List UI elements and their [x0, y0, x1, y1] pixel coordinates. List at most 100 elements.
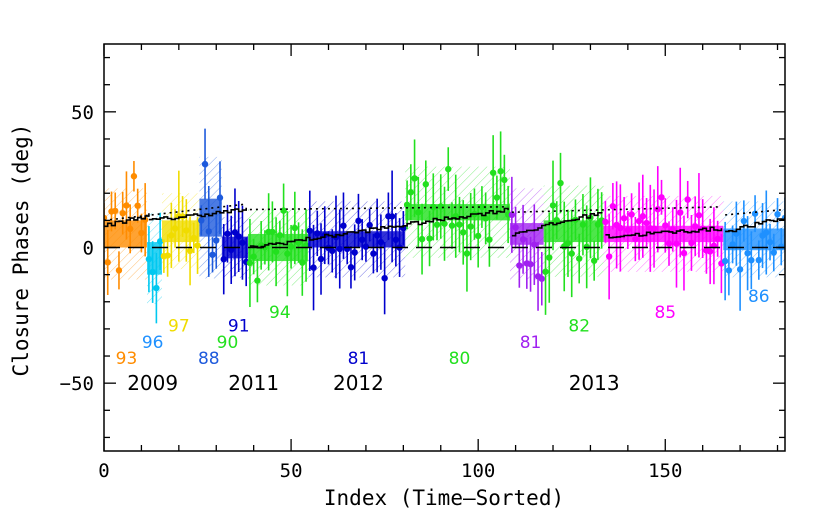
data-point [519, 236, 527, 243]
data-point [186, 247, 194, 255]
data-point [579, 221, 587, 228]
data-point [463, 250, 471, 257]
data-point [770, 249, 777, 256]
data-point [456, 221, 463, 228]
data-point [291, 224, 299, 232]
data-point [725, 267, 733, 274]
data-point [564, 240, 572, 247]
y-tick-label: 0 [83, 238, 94, 260]
year-label: 2012 [333, 371, 384, 395]
data-point [190, 234, 198, 242]
data-point [362, 243, 370, 250]
data-point [213, 237, 220, 244]
data-point [568, 250, 575, 257]
data-point [482, 215, 489, 222]
data-point [119, 209, 126, 217]
data-point [512, 224, 519, 231]
data-point [755, 256, 763, 264]
model-solid-line [104, 213, 150, 228]
track-label: 97 [168, 317, 190, 337]
data-point [392, 236, 400, 243]
track-label: 91 [228, 317, 250, 337]
data-point [220, 256, 227, 263]
data-point [643, 219, 650, 227]
data-point [448, 222, 456, 229]
data-point [272, 248, 280, 255]
data-point [276, 232, 284, 239]
data-point [347, 264, 355, 271]
data-point [744, 249, 751, 257]
data-point [658, 194, 665, 201]
data-point [381, 274, 388, 282]
data-point [377, 238, 385, 246]
data-point [662, 222, 669, 229]
data-point [134, 202, 141, 209]
data-point [620, 215, 628, 222]
data-point [531, 241, 538, 248]
data-point [751, 210, 759, 217]
data-point [553, 216, 560, 224]
data-point [205, 228, 212, 235]
track-label: 86 [748, 287, 770, 307]
data-point [138, 229, 145, 237]
data-point [635, 217, 643, 225]
data-point [736, 266, 744, 273]
data-point [407, 189, 415, 196]
data-point [594, 221, 602, 228]
data-point [231, 229, 239, 236]
data-point [317, 255, 325, 263]
data-point [748, 256, 755, 264]
data-point [774, 211, 781, 218]
data-point [437, 203, 444, 210]
year-label: 2013 [569, 371, 620, 395]
data-point [516, 262, 523, 269]
data-point [549, 202, 557, 209]
data-point [418, 235, 426, 243]
data-point [287, 243, 295, 250]
data-point [609, 203, 617, 210]
data-point [370, 250, 377, 257]
data-point [729, 241, 736, 248]
data-point [250, 253, 257, 260]
data-point [576, 255, 583, 262]
y-tick-label: 50 [71, 102, 94, 124]
data-point [650, 225, 658, 232]
data-point [489, 169, 497, 176]
data-point [673, 240, 680, 247]
data-point [474, 232, 482, 240]
data-point [344, 245, 351, 253]
model-solid-line [605, 226, 723, 239]
data-point [460, 229, 467, 236]
data-point [280, 207, 287, 214]
data-point [123, 202, 130, 209]
year-label: 2011 [228, 371, 279, 395]
track-label: 93 [116, 349, 138, 369]
data-point [358, 236, 366, 243]
data-point [306, 227, 313, 234]
data-point [497, 168, 504, 175]
data-point [467, 223, 474, 230]
x-tick-label: 100 [461, 460, 495, 482]
data-point [478, 203, 486, 211]
data-point [546, 254, 553, 261]
model-solid-line [148, 207, 247, 221]
data-point [183, 227, 190, 234]
data-point [149, 268, 156, 276]
data-point [126, 225, 134, 233]
x-tick-label: 50 [280, 460, 303, 482]
data-point [246, 259, 254, 267]
data-point [632, 235, 639, 243]
model-dotted-line [249, 206, 509, 211]
data-point [216, 194, 224, 201]
data-point [493, 194, 501, 201]
data-point [164, 252, 171, 259]
data-point [680, 249, 688, 257]
data-point [171, 225, 179, 232]
data-point [366, 221, 373, 229]
data-point [235, 233, 242, 240]
data-point [145, 255, 153, 263]
data-point [415, 209, 422, 216]
data-point [336, 245, 343, 253]
